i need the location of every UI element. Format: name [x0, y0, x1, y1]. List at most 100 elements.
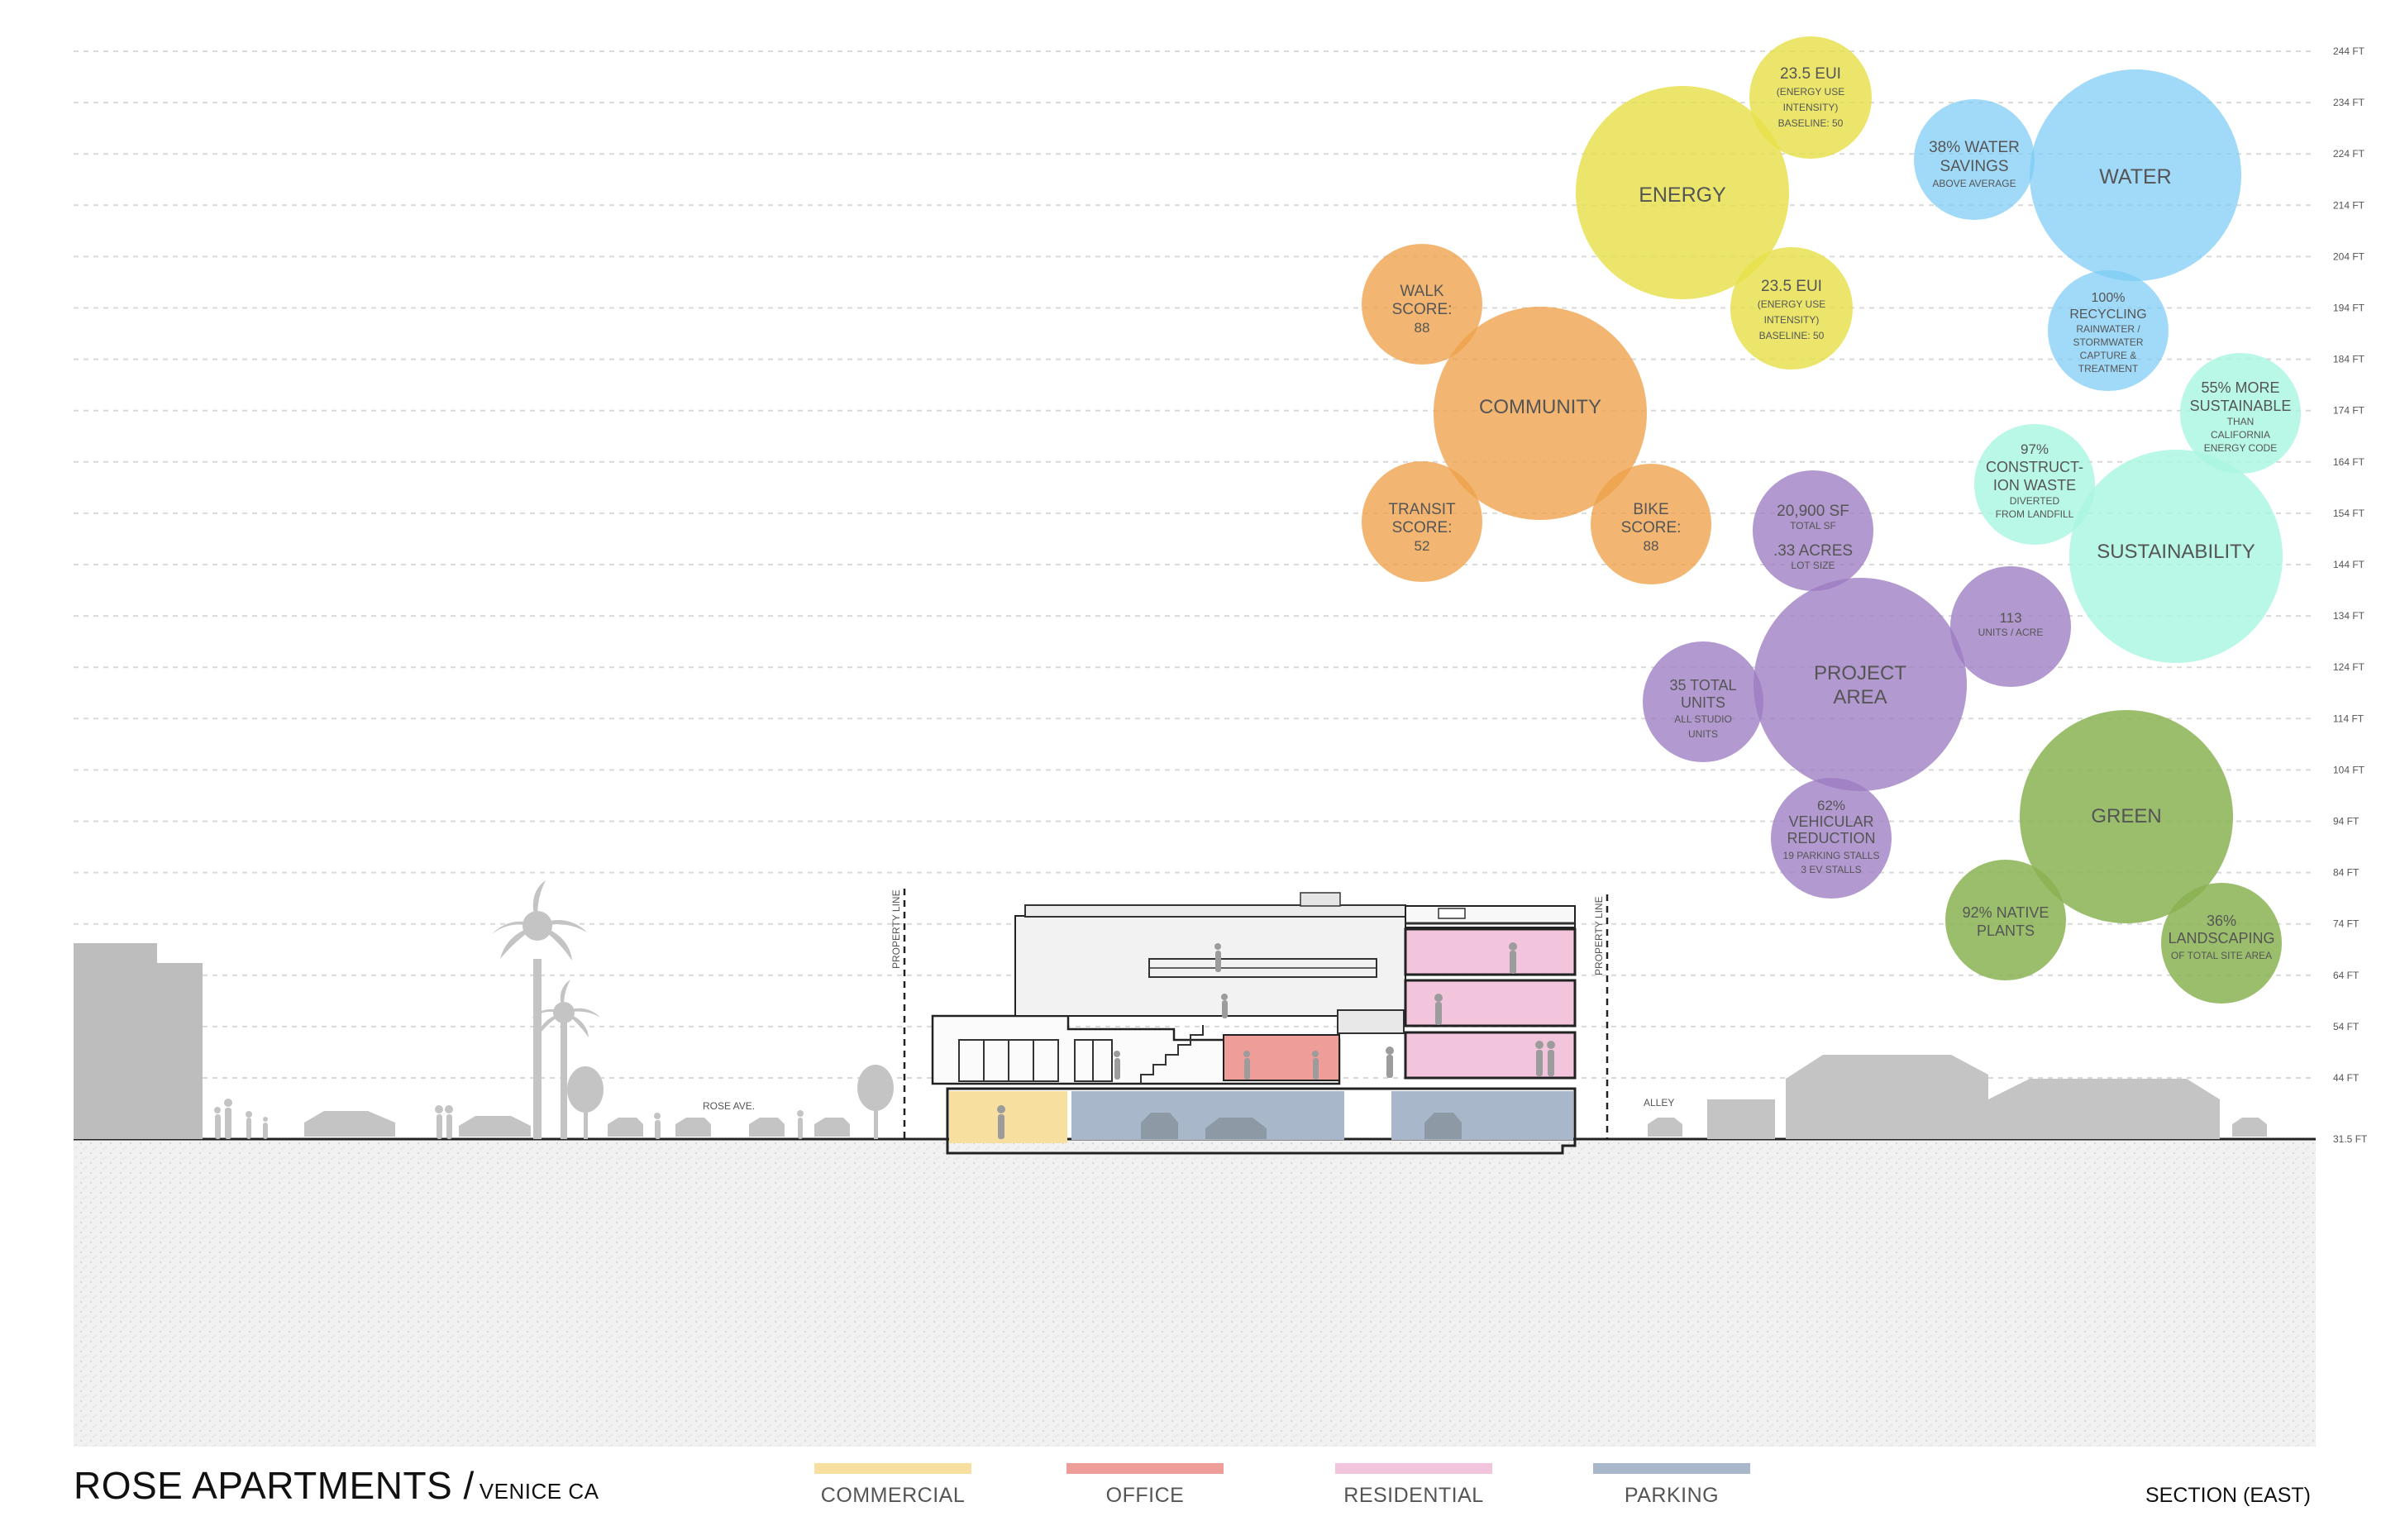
legend-swatch	[1593, 1463, 1750, 1474]
elevation-label: 244 FT	[2333, 45, 2365, 57]
total-units-note: ALL STUDIO	[1674, 713, 1732, 725]
residential-unit	[1404, 927, 1577, 976]
legend-swatch	[1335, 1463, 1492, 1474]
total-sf-value: 20,900 SF	[1777, 503, 1849, 520]
residential-unit	[1404, 979, 1577, 1027]
community-bubble	[1434, 307, 1647, 520]
bike-score-label: BIKE	[1633, 501, 1668, 518]
total-units-note: UNITS	[1688, 728, 1718, 740]
vehicular-reduction-note: 3 EV STALLS	[1801, 864, 1861, 875]
elevation-label: 154 FT	[2333, 508, 2365, 519]
energy-eui-note: (ENERGY USE	[1758, 298, 1825, 310]
vehicular-reduction-value: VEHICULAR	[1788, 813, 1873, 830]
energy-code-note: THAN	[2227, 416, 2255, 427]
project-location: VENICE CA	[479, 1479, 599, 1504]
project-name: ROSE APARTMENTS /	[74, 1464, 475, 1507]
vehicular-reduction-value: REDUCTION	[1787, 830, 1876, 846]
energy-eui-note: (ENERGY USE	[1777, 86, 1844, 98]
bike-score-bubble	[1591, 464, 1711, 584]
vehicular-reduction-value: 62%	[1817, 798, 1845, 813]
elevation-label: 194 FT	[2333, 303, 2365, 314]
energy-eui-bubble-top	[1749, 36, 1872, 159]
walk-score-label: SCORE:	[1392, 301, 1453, 318]
total-sf-note: TOTAL SF	[1790, 520, 1836, 532]
project-area-title: PROJECT	[1814, 662, 1906, 684]
total-units-bubble	[1643, 641, 1763, 762]
water-savings-note: ABOVE AVERAGE	[1932, 178, 2016, 189]
elevation-label: 94 FT	[2333, 816, 2360, 827]
elevation-label: 214 FT	[2333, 199, 2365, 211]
elevation-label: 74 FT	[2333, 918, 2360, 930]
vehicular-reduction-note: 19 PARKING STALLS	[1783, 850, 1880, 861]
bike-score-value: 88	[1644, 538, 1659, 554]
water-title: WATER	[2099, 165, 2172, 188]
property-line-label-right: PROPERTY LINE	[1593, 896, 1605, 975]
bike-score-label: SCORE:	[1621, 519, 1682, 536]
construction-waste-bubble	[1974, 424, 2095, 545]
green-bubble	[2020, 710, 2233, 923]
legend-label: RESIDENTIAL	[1343, 1484, 1484, 1507]
water-recycling-note: STORMWATER	[2073, 336, 2143, 348]
water-recycling-value: 100%	[2092, 291, 2126, 305]
energy-code-value: 55% MORE	[2201, 379, 2279, 396]
tree-icon	[567, 1065, 894, 1139]
sustainability-bubble-group: SUSTAINABILITY 55% MORE SUSTAINABLE THAN…	[1974, 353, 2301, 663]
units-per-acre-bubble	[1950, 566, 2071, 687]
legend-item-office: OFFICE	[1066, 1463, 1224, 1508]
transit-score-value: 52	[1415, 538, 1430, 554]
water-recycling-note: TREATMENT	[2078, 363, 2139, 374]
construction-waste-value: ION WASTE	[1993, 477, 2076, 493]
elevation-label: 54 FT	[2333, 1021, 2360, 1032]
elevation-label: 104 FT	[2333, 764, 2365, 775]
energy-code-bubble	[2180, 353, 2301, 474]
streetscape-left	[214, 880, 894, 1139]
energy-eui-value: 23.5 EUI	[1780, 65, 1841, 83]
property-line-label-left: PROPERTY LINE	[890, 889, 902, 969]
legend-swatch	[1066, 1463, 1224, 1474]
water-recycling-note: CAPTURE &	[2080, 350, 2137, 361]
walk-score-label: WALK	[1400, 283, 1443, 300]
section-label: SECTION (EAST)	[2145, 1484, 2311, 1507]
native-plants-value: 92% NATIVE	[1963, 904, 2049, 921]
energy-eui-value: 23.5 EUI	[1761, 278, 1822, 295]
street-label-rose-ave: ROSE AVE.	[703, 1100, 755, 1112]
elevation-label: 134 FT	[2333, 610, 2365, 622]
legend-item-commercial: COMMERCIAL	[814, 1463, 971, 1508]
office-area	[1223, 1034, 1340, 1081]
energy-code-note: CALIFORNIA	[2211, 429, 2270, 441]
water-savings-bubble	[1914, 99, 2035, 220]
construction-waste-value: CONSTRUCT-	[1986, 459, 2083, 475]
parking-area	[1391, 1091, 1573, 1140]
property-lines	[903, 889, 1609, 1139]
elevation-label: 144 FT	[2333, 559, 2365, 570]
community-title: COMMUNITY	[1479, 396, 1601, 418]
project-area-bubble-group: PROJECT AREA 20,900 SF TOTAL SF .33 ACRE…	[1643, 470, 2071, 899]
landscaping-note: OF TOTAL SITE AREA	[2171, 950, 2272, 961]
native-plants-bubble	[1945, 860, 2066, 980]
community-bubble-group: COMMUNITY WALK SCORE: 88 TRANSIT SCORE: …	[1362, 244, 1711, 584]
parked-car-icon	[1141, 1113, 1462, 1139]
street-label-alley: ALLEY	[1644, 1097, 1674, 1109]
legend-swatch	[814, 1463, 971, 1474]
energy-eui-baseline: BASELINE: 50	[1778, 117, 1844, 129]
sustainability-title: SUSTAINABILITY	[2097, 541, 2255, 563]
ground-soil	[74, 1139, 2316, 1447]
water-bubble	[2030, 69, 2241, 281]
landscaping-bubble	[2161, 883, 2282, 1004]
elevation-labels: 244 FT 234 FT 224 FT 214 FT 204 FT 194 FT 184 …	[2333, 45, 2368, 1145]
walk-score-value: 88	[1415, 320, 1430, 336]
green-title: GREEN	[2091, 805, 2161, 827]
energy-bubble-group: ENERGY 23.5 EUI (ENERGY USE INTENSITY) B…	[1576, 36, 1872, 370]
legend-label: COMMERCIAL	[820, 1484, 966, 1507]
landscaping-value: LANDSCAPING	[2168, 930, 2274, 946]
transit-score-bubble	[1362, 461, 1482, 582]
elevation-label: 224 FT	[2333, 148, 2365, 160]
legend-item-residential: RESIDENTIAL	[1335, 1463, 1492, 1508]
streetscape-right	[1648, 1055, 2267, 1139]
energy-title: ENERGY	[1639, 184, 1726, 207]
units-per-acre-value: 113	[1999, 610, 2021, 626]
water-savings-value: 38% WATER	[1929, 139, 2020, 156]
green-bubble-group: GREEN 92% NATIVE PLANTS 36% LANDSCAPING …	[1945, 710, 2282, 1004]
construction-waste-note: FROM LANDFILL	[1996, 508, 2074, 520]
elevation-label: 234 FT	[2333, 97, 2365, 108]
